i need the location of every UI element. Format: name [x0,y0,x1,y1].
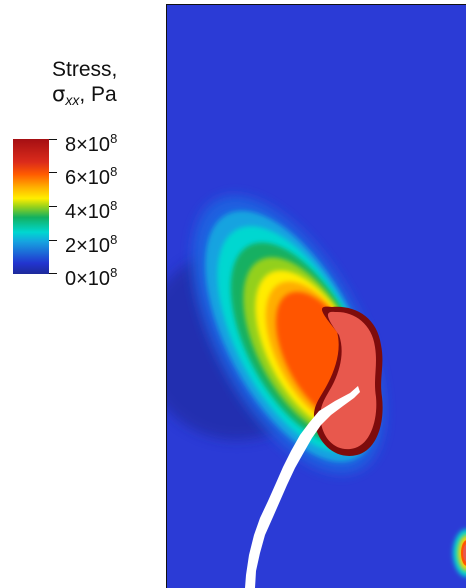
stress-field-svg [167,5,466,588]
stress-field-plot [166,4,466,588]
legend-title-line2: σxx, Pa [52,82,150,112]
tick-exponent: 8 [110,265,118,280]
peak-stress-region [320,311,377,450]
colorbar-tick [49,139,57,140]
tick-label-0e8: 0×108 [65,263,117,289]
sigma-subscript: xx [65,92,80,108]
legend-title-line1: Stress, [52,58,118,81]
colorbar-ticks: 8×108 6×108 4×108 2×108 0×108 [49,131,159,289]
tick-exponent: 8 [110,131,118,146]
edge-hotspot [453,529,466,577]
tick-label-4e8: 4×108 [65,196,117,222]
sigma-symbol: σ [52,82,66,106]
tick-mantissa: 6×10 [65,167,111,189]
tick-mantissa: 4×10 [65,201,111,223]
colorbar-tick [49,273,57,274]
colorbar-tick [49,240,57,241]
tick-exponent: 8 [110,232,118,247]
tick-mantissa: 8×10 [65,134,111,156]
tick-exponent: 8 [110,198,118,213]
tick-mantissa: 0×10 [65,268,111,290]
tick-label-6e8: 6×108 [65,162,117,188]
tick-exponent: 8 [110,164,118,179]
legend-title: Stress, σxx, Pa [52,58,150,112]
tick-mantissa: 2×10 [65,235,111,257]
tick-label-8e8: 8×108 [65,129,117,155]
stress-legend: Stress, σxx, Pa 8×108 6×108 4×108 2×108 … [0,0,160,300]
colorbar-tick [49,206,57,207]
colorbar-tick [49,172,57,173]
tick-label-2e8: 2×108 [65,230,117,256]
colorbar [13,139,49,274]
hotspot-core [463,544,466,562]
legend-unit: , Pa [79,83,117,106]
crack [245,386,360,588]
